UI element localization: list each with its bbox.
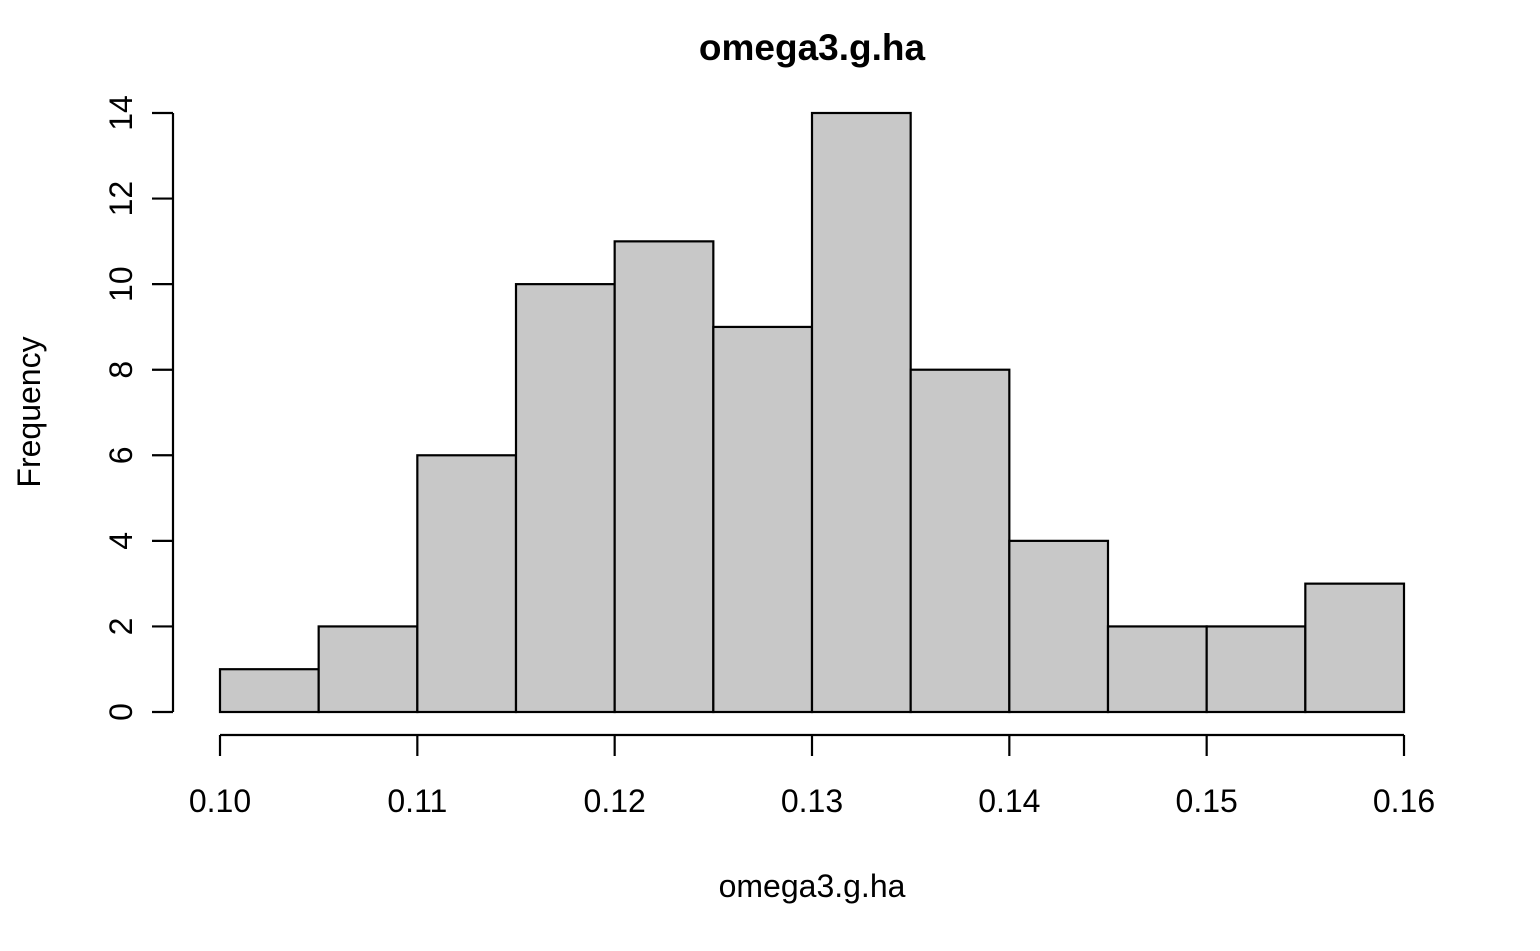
y-tick-label: 12 [103, 181, 139, 217]
x-tick-label: 0.11 [387, 783, 447, 819]
y-tick-label: 4 [103, 532, 139, 550]
histogram-bar [514, 283, 616, 714]
y-axis-label: Frequency [11, 336, 47, 487]
x-tick-label: 0.14 [978, 783, 1040, 819]
histogram-bar [1008, 539, 1110, 714]
y-tick-label: 10 [103, 266, 139, 302]
histogram-bar [317, 625, 419, 714]
histogram-bar [1106, 625, 1208, 714]
x-tick-label: 0.13 [781, 783, 843, 819]
histogram-bar [1205, 625, 1307, 714]
histogram-bar [1304, 582, 1406, 714]
histogram-bar [810, 111, 912, 714]
x-axis-ticks: 0.10 0.11 0.12 0.13 0.14 0.15 0.16 [189, 735, 1435, 819]
y-tick-label: 0 [103, 703, 139, 721]
x-tick-label: 0.15 [1176, 783, 1238, 819]
y-tick-label: 14 [103, 95, 139, 131]
bars-group [218, 111, 1406, 714]
y-tick-label: 8 [103, 361, 139, 379]
y-tick-label: 6 [103, 446, 139, 464]
x-tick-label: 0.16 [1373, 783, 1435, 819]
histogram-bar [712, 325, 814, 714]
x-tick-label: 0.12 [584, 783, 646, 819]
histogram-bar [909, 368, 1011, 714]
x-tick-label: 0.10 [189, 783, 251, 819]
x-axis-label: omega3.g.ha [719, 868, 906, 904]
histogram-bar [416, 454, 518, 714]
y-tick-label: 2 [103, 618, 139, 636]
histogram-bar [218, 668, 320, 714]
chart-title: omega3.g.ha [699, 27, 926, 68]
y-axis-ticks: 0 2 4 6 8 10 12 14 [103, 95, 173, 721]
histogram-bar [613, 240, 715, 714]
